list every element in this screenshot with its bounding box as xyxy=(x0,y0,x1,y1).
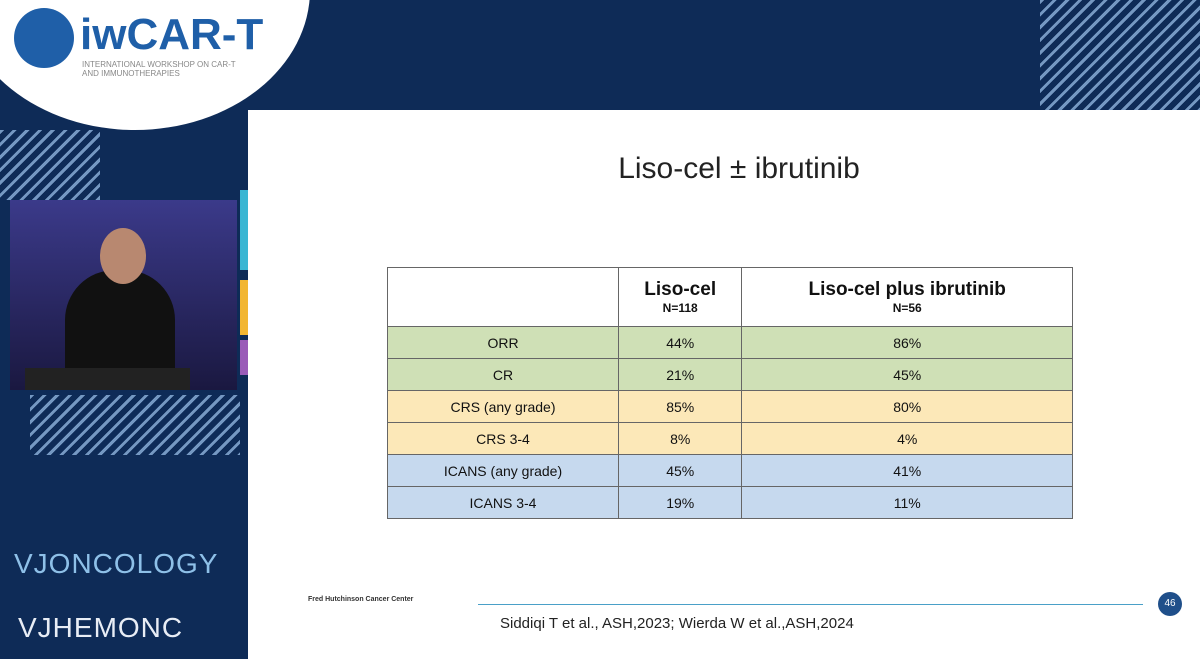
value-cell: 86% xyxy=(741,326,1073,359)
row-label: CR xyxy=(387,358,619,391)
logo-subtitle: INTERNATIONAL WORKSHOP ON CAR-T AND IMMU… xyxy=(82,60,236,78)
logo-title: iwCAR-T xyxy=(80,10,264,59)
column-name: Liso-cel plus ibrutinib xyxy=(808,279,1006,300)
value-cell: 8% xyxy=(617,422,743,455)
row-label: ICANS 3-4 xyxy=(387,486,619,519)
column-n: N=118 xyxy=(662,301,698,315)
table: Liso-cel N=118 Liso-cel plus ibrutinib N=56… xyxy=(387,267,1073,519)
value-cell: 80% xyxy=(741,390,1073,423)
table-row: CRS 3-4 8% 4% xyxy=(387,422,1073,455)
header-cell xyxy=(387,267,619,327)
table-row: ORR 44% 86% xyxy=(387,326,1073,359)
row-label: CRS 3-4 xyxy=(387,422,619,455)
citation: Siddiqi T et al., ASH,2023; Wierda W et … xyxy=(500,615,854,632)
header-cell: Liso-cel N=118 xyxy=(617,267,743,327)
table-row: ICANS (any grade) 45% 41% xyxy=(387,454,1073,487)
value-cell: 85% xyxy=(617,390,743,423)
speaker-head xyxy=(100,228,146,284)
header-cell: Liso-cel plus ibrutinib N=56 xyxy=(741,267,1073,327)
table-row: ICANS 3-4 19% 11% xyxy=(387,486,1073,519)
table-row: CRS (any grade) 85% 80% xyxy=(387,390,1073,423)
value-cell: 19% xyxy=(617,486,743,519)
value-cell: 11% xyxy=(741,486,1073,519)
value-cell: 44% xyxy=(617,326,743,359)
slide: Liso-cel ± ibrutinib Liso-cel N=118 Liso-c… xyxy=(248,110,1200,659)
institution: Fred Hutchinson Cancer Center xyxy=(308,596,414,603)
slide-title: Liso-cel ± ibrutinib xyxy=(618,152,860,185)
decor xyxy=(30,395,240,455)
column-name: Liso-cel xyxy=(644,279,717,300)
page-number: 46 xyxy=(1158,592,1182,616)
brand: VJONCOLOGY xyxy=(14,548,219,579)
podium xyxy=(25,368,190,390)
table-wrap: Liso-cel N=118 Liso-cel plus ibrutinib N=56… xyxy=(387,267,1073,519)
value-cell: 21% xyxy=(617,358,743,391)
column-n: N=56 xyxy=(892,301,922,315)
rule xyxy=(478,604,1143,605)
row-label: ORR xyxy=(387,326,619,359)
row-label: CRS (any grade) xyxy=(387,390,619,423)
logo-icon xyxy=(14,8,74,68)
header-row: Liso-cel N=118 Liso-cel plus ibrutinib N=56 xyxy=(387,267,1073,327)
brand: VJHEMONC xyxy=(18,612,184,643)
speaker-video xyxy=(10,200,237,390)
value-cell: 41% xyxy=(741,454,1073,487)
value-cell: 4% xyxy=(741,422,1073,455)
value-cell: 45% xyxy=(741,358,1073,391)
decor xyxy=(0,130,100,200)
table-row: CR 21% 45% xyxy=(387,358,1073,391)
value-cell: 45% xyxy=(617,454,743,487)
row-label: ICANS (any grade) xyxy=(387,454,619,487)
decor xyxy=(1040,0,1200,110)
